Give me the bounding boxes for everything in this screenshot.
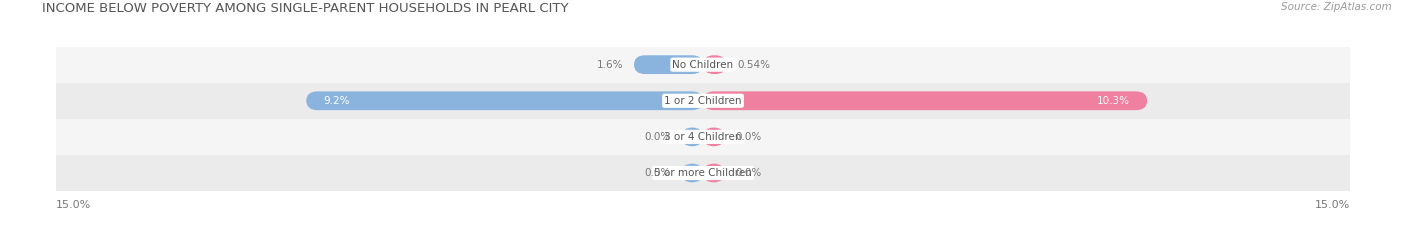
Bar <box>56 119 1350 155</box>
FancyBboxPatch shape <box>307 91 703 110</box>
Text: No Children: No Children <box>672 60 734 70</box>
Text: 0.54%: 0.54% <box>737 60 770 70</box>
FancyBboxPatch shape <box>703 127 724 146</box>
Bar <box>56 155 1350 191</box>
Text: 1.6%: 1.6% <box>596 60 623 70</box>
FancyBboxPatch shape <box>634 55 703 74</box>
Text: 15.0%: 15.0% <box>1315 200 1350 210</box>
Text: Source: ZipAtlas.com: Source: ZipAtlas.com <box>1281 2 1392 12</box>
Text: 10.3%: 10.3% <box>1097 96 1130 106</box>
Text: 3 or 4 Children: 3 or 4 Children <box>664 132 742 142</box>
Text: 1 or 2 Children: 1 or 2 Children <box>664 96 742 106</box>
FancyBboxPatch shape <box>682 127 703 146</box>
Text: 5 or more Children: 5 or more Children <box>654 168 752 178</box>
Text: 0.0%: 0.0% <box>644 132 671 142</box>
FancyBboxPatch shape <box>703 55 727 74</box>
Text: 0.0%: 0.0% <box>735 132 762 142</box>
Text: 9.2%: 9.2% <box>323 96 350 106</box>
FancyBboxPatch shape <box>682 164 703 182</box>
Text: 0.0%: 0.0% <box>735 168 762 178</box>
Text: INCOME BELOW POVERTY AMONG SINGLE-PARENT HOUSEHOLDS IN PEARL CITY: INCOME BELOW POVERTY AMONG SINGLE-PARENT… <box>42 2 568 15</box>
Bar <box>56 47 1350 83</box>
Bar <box>56 83 1350 119</box>
FancyBboxPatch shape <box>703 164 724 182</box>
Text: 15.0%: 15.0% <box>56 200 91 210</box>
FancyBboxPatch shape <box>703 91 1147 110</box>
Text: 0.0%: 0.0% <box>644 168 671 178</box>
